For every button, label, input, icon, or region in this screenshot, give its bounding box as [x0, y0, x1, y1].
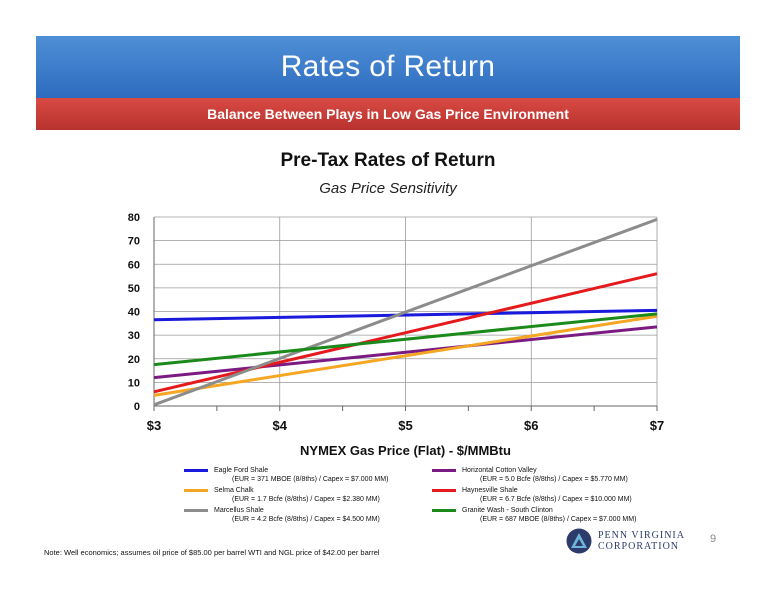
x-tick-label: $6	[524, 418, 538, 433]
logo-line1: PENN VIRGINIA	[598, 530, 685, 541]
company-logo: PENN VIRGINIA CORPORATION	[566, 526, 696, 556]
y-tick-label: 60	[128, 259, 140, 271]
x-tick-label: $4	[273, 418, 288, 433]
legend-swatch	[184, 469, 208, 472]
legend-swatch	[184, 489, 208, 492]
triangle-logo-icon	[566, 528, 592, 554]
legend-right: Horizontal Cotton Valley (EUR = 5.0 Bcfe …	[432, 466, 636, 526]
legend-item: Selma Chalk (EUR = 1.7 Bcfe (8/8ths) / Ca…	[184, 486, 388, 506]
x-tick-label: $3	[147, 418, 161, 433]
legend-label: Granite Wash - South Clinton	[462, 507, 553, 514]
legend-item: Marcellus Shale (EUR = 4.2 Bcfe (8/8ths) …	[184, 506, 388, 526]
legend-detail: (EUR = 4.2 Bcfe (8/8ths) / Capex = $4.50…	[232, 516, 380, 523]
legend-label: Eagle Ford Shale	[214, 467, 269, 474]
slide-title: Rates of Return	[36, 36, 740, 98]
legend-swatch	[432, 509, 456, 512]
legend-item: Haynesville Shale (EUR = 6.7 Bcfe (8/8ths…	[432, 486, 636, 506]
legend-label: Selma Chalk	[214, 487, 254, 494]
series-line-selma-chalk	[153, 314, 658, 397]
legend-swatch	[432, 489, 456, 492]
y-tick-label: 50	[128, 283, 140, 295]
legend-detail: (EUR = 6.7 Bcfe (8/8ths) / Capex = $10.0…	[480, 496, 632, 503]
logo-line2: CORPORATION	[598, 541, 680, 552]
series-line-marcellus-shale	[153, 217, 658, 407]
slide-subtitle: Balance Between Plays in Low Gas Price E…	[36, 98, 740, 130]
y-tick-label: 40	[128, 307, 140, 319]
series-line-horizontal-cotton-valley	[153, 325, 658, 380]
y-tick-label: 20	[128, 354, 140, 366]
y-tick-label: 80	[128, 212, 140, 224]
x-tick-label: $5	[398, 418, 412, 433]
legend-detail: (EUR = 1.7 Bcfe (8/8ths) / Capex = $2.38…	[232, 496, 380, 503]
footnote: Note: Well economics; assumes oil price …	[44, 548, 380, 557]
x-tick-label: $7	[650, 418, 664, 433]
legend-swatch	[184, 509, 208, 512]
chart-subtitle: Gas Price Sensitivity	[319, 180, 457, 197]
series-line-haynesville-shale	[153, 272, 658, 394]
series-line-granite-wash-south-clinton	[153, 312, 658, 367]
y-tick-label: 30	[128, 330, 140, 342]
legend-item: Eagle Ford Shale (EUR = 371 MBOE (8/8ths)…	[184, 466, 388, 486]
y-tick-label: 70	[128, 236, 140, 248]
legend-item: Granite Wash - South Clinton (EUR = 687 M…	[432, 506, 636, 526]
legend-left: Eagle Ford Shale (EUR = 371 MBOE (8/8ths)…	[184, 466, 388, 526]
legend-label: Horizontal Cotton Valley	[462, 467, 537, 474]
legend-swatch	[432, 469, 456, 472]
y-tick-label: 0	[134, 401, 140, 413]
page-number: 9	[710, 533, 717, 545]
x-axis-label: NYMEX Gas Price (Flat) - $/MMBtu	[300, 443, 511, 458]
legend-detail: (EUR = 5.0 Bcfe (8/8ths) / Capex = $5.77…	[480, 476, 628, 483]
chart-title: Pre-Tax Rates of Return	[280, 150, 496, 171]
y-tick-label: 10	[128, 377, 140, 389]
legend-label: Marcellus Shale	[214, 507, 264, 514]
series-line-eagle-ford-shale	[153, 308, 658, 322]
legend-detail: (EUR = 371 MBOE (8/8ths) / Capex = $7.00…	[232, 476, 389, 483]
legend-item: Horizontal Cotton Valley (EUR = 5.0 Bcfe …	[432, 466, 636, 486]
legend-detail: (EUR = 687 MBOE (8/8ths) / Capex = $7.00…	[480, 516, 637, 523]
legend-label: Haynesville Shale	[462, 487, 518, 494]
